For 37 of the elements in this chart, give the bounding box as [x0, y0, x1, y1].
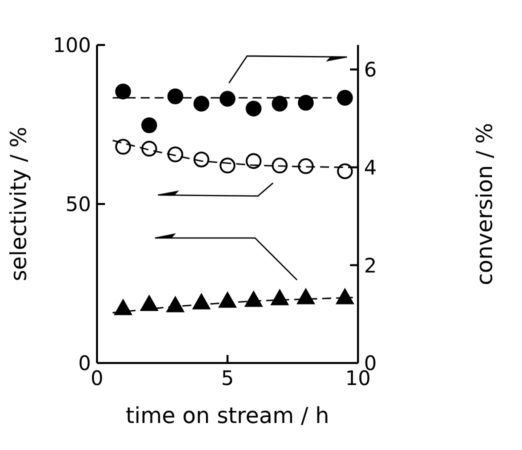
point [194, 96, 210, 112]
point [272, 158, 288, 174]
point [115, 84, 131, 100]
y-axis-title: selectivity / % [6, 126, 32, 282]
point [114, 299, 132, 316]
point [336, 288, 354, 304]
point [166, 296, 184, 312]
y2-tick-label: 2 [364, 253, 377, 278]
point [337, 90, 353, 106]
point [244, 290, 263, 307]
y2-tick-label: 6 [364, 58, 377, 82]
y-tick-label: 100 [52, 33, 91, 58]
y2-axis-title: conversion / % [472, 122, 498, 286]
point [296, 288, 315, 304]
point [246, 153, 262, 169]
x-axis-title: time on stream / h [126, 404, 330, 429]
point [141, 117, 158, 134]
point [272, 96, 288, 112]
point [218, 292, 236, 308]
point [220, 158, 236, 174]
point [270, 289, 289, 306]
point [298, 94, 314, 111]
point [194, 152, 210, 168]
point [220, 90, 236, 107]
point [141, 140, 158, 157]
point [298, 158, 314, 174]
point [115, 138, 131, 155]
point [246, 100, 262, 116]
point [192, 293, 210, 310]
y-tick-label: 50 [66, 192, 91, 216]
x-tick-label: 5 [221, 366, 234, 390]
point [167, 88, 184, 104]
point [140, 294, 158, 311]
y2-tick-label: 4 [364, 155, 377, 180]
y-tick-label: 0 [78, 351, 91, 376]
point [167, 146, 184, 162]
point [337, 163, 353, 180]
